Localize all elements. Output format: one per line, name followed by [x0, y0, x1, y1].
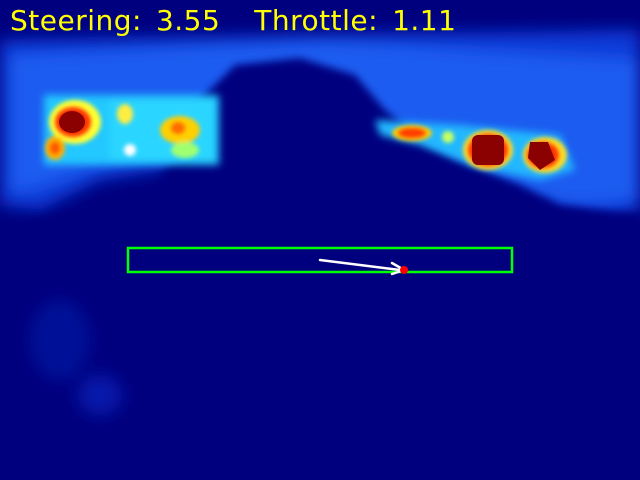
left-heat-cluster [44, 95, 219, 165]
steering-vector-tip [400, 266, 408, 274]
right-heat-cluster [375, 120, 575, 180]
throttle-label: Throttle: [254, 3, 379, 37]
roi-box [126, 246, 514, 274]
dark-silhouette [0, 58, 640, 480]
telemetry-readout: Steering: 3.55 Throttle: 1.11 [10, 2, 456, 38]
steering-vector [318, 258, 402, 272]
steering-value: 3.55 [155, 3, 221, 37]
lower-faint-blobs [30, 300, 122, 415]
steering-label: Steering: [10, 3, 142, 37]
throttle-value: 1.11 [392, 3, 457, 37]
